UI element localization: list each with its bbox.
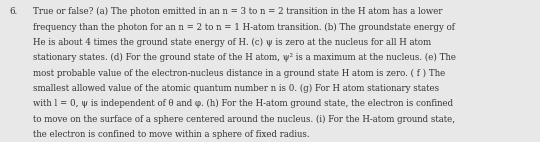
Text: 6.: 6.: [10, 7, 18, 16]
Text: smallest allowed value of the atomic quantum number n is 0. (g) For H atom stati: smallest allowed value of the atomic qua…: [33, 84, 440, 93]
Text: frequency than the photon for an n = 2 to n = 1 H-atom transition. (b) The groun: frequency than the photon for an n = 2 t…: [33, 22, 455, 32]
Text: True or false? (a) The photon emitted in an n = 3 to n = 2 transition in the H a: True or false? (a) The photon emitted in…: [33, 7, 443, 16]
Text: with l = 0, ψ is independent of θ and φ. (h) For the H-atom ground state, the el: with l = 0, ψ is independent of θ and φ.…: [33, 99, 454, 108]
Text: stationary states. (d) For the ground state of the H atom, ψ² is a maximum at th: stationary states. (d) For the ground st…: [33, 53, 456, 62]
Text: to move on the surface of a sphere centered around the nucleus. (i) For the H-at: to move on the surface of a sphere cente…: [33, 114, 456, 124]
Text: He is about 4 times the ground state energy of H. (c) ψ is zero at the nucleus f: He is about 4 times the ground state ene…: [33, 38, 431, 47]
Text: the electron is confined to move within a sphere of fixed radius.: the electron is confined to move within …: [33, 130, 310, 139]
Text: most probable value of the electron-nucleus distance in a ground state H atom is: most probable value of the electron-nucl…: [33, 68, 445, 78]
